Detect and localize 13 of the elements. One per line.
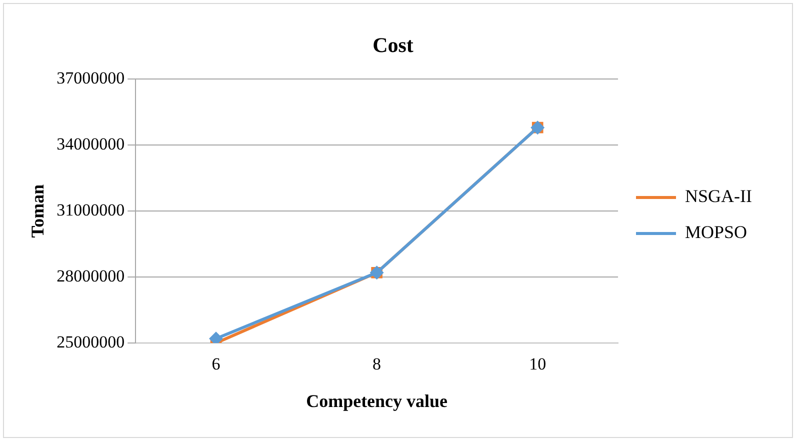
y-tick-label: 25000000 xyxy=(56,332,125,352)
chart-title: Cost xyxy=(372,33,414,58)
y-tick-label: 31000000 xyxy=(56,200,125,220)
x-tick-label: 10 xyxy=(529,354,546,374)
x-axis-title: Competency value xyxy=(306,390,448,411)
y-tick-label: 28000000 xyxy=(56,266,125,286)
legend-label: MOPSO xyxy=(685,222,748,242)
y-axis-title: Toman xyxy=(27,184,48,238)
y-tick-label: 37000000 xyxy=(56,68,125,88)
legend-label: NSGA-II xyxy=(685,186,752,206)
x-tick-label: 8 xyxy=(372,354,382,374)
y-tick-label: 34000000 xyxy=(56,134,125,154)
x-tick-label: 6 xyxy=(212,354,220,374)
